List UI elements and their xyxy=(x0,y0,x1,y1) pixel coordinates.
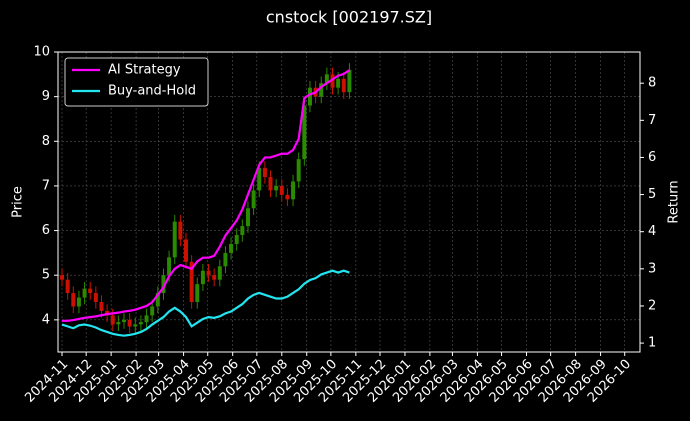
candle-body xyxy=(240,226,245,236)
series-line xyxy=(61,269,350,337)
y2-axis-label: Return xyxy=(667,180,682,223)
candle-body xyxy=(93,293,98,302)
y-tick-label: 9 xyxy=(42,89,50,104)
candle-body xyxy=(307,87,312,106)
candle-body xyxy=(262,168,267,177)
candle-body xyxy=(82,288,87,298)
candle-body xyxy=(60,275,65,280)
y-tick-label: 6 xyxy=(42,223,50,238)
candle-body xyxy=(330,74,335,88)
candle-body xyxy=(110,315,115,325)
candle-body xyxy=(217,266,222,280)
candle-body xyxy=(161,275,166,294)
candle-body xyxy=(189,261,194,302)
y-tick-label: 5 xyxy=(42,268,50,283)
series-line xyxy=(62,69,351,322)
candle-body xyxy=(279,185,284,195)
candle-body xyxy=(223,252,228,267)
candle-body xyxy=(274,185,279,191)
candle-body xyxy=(302,105,307,160)
candle-body xyxy=(127,319,132,327)
y-tick-label: 10 xyxy=(33,45,50,60)
candle-body xyxy=(122,319,127,323)
candle-body xyxy=(172,221,177,258)
candle-body xyxy=(65,279,70,294)
candle-body xyxy=(324,74,329,84)
candle-body xyxy=(212,275,217,280)
candle-body xyxy=(347,69,352,93)
candle-body xyxy=(245,208,250,227)
legend-label: AI Strategy xyxy=(108,63,181,78)
candle-body xyxy=(178,221,183,240)
candle-body xyxy=(291,181,296,200)
candle-body xyxy=(285,194,290,200)
plot-frame xyxy=(57,51,641,353)
y2-tick-label: 8 xyxy=(648,76,656,91)
chart-title: cnstock [002197.SZ] xyxy=(266,8,432,27)
y2-tick-label: 1 xyxy=(648,336,656,351)
candle-body xyxy=(251,190,256,209)
y2-tick-label: 4 xyxy=(648,224,656,239)
candle-body xyxy=(296,159,301,182)
candle-body xyxy=(76,297,81,307)
candle-body xyxy=(183,239,188,262)
candle-body xyxy=(234,235,239,244)
y-axis-label: Price xyxy=(11,186,26,218)
candle-body xyxy=(336,78,341,88)
candle-body xyxy=(71,293,76,307)
candle-body xyxy=(341,78,346,93)
y2-tick-label: 6 xyxy=(648,150,656,165)
candle-body xyxy=(257,168,262,191)
legend-box xyxy=(64,57,209,107)
legend-label: Buy-and-Hold xyxy=(108,84,196,99)
y-tick-label: 4 xyxy=(42,312,50,327)
candle-body xyxy=(206,270,211,276)
candle-body xyxy=(133,324,138,327)
candle-body xyxy=(150,306,155,316)
y2-tick-label: 3 xyxy=(648,261,656,276)
candle-body xyxy=(138,322,143,325)
candle-body xyxy=(99,302,104,311)
candle-body xyxy=(144,315,149,323)
candle-body xyxy=(116,322,121,325)
candle-body xyxy=(229,243,234,253)
candle-body xyxy=(155,293,160,307)
y2-tick-label: 2 xyxy=(648,298,656,313)
candle-body xyxy=(88,288,93,294)
candle-body xyxy=(167,257,172,276)
y2-tick-label: 7 xyxy=(648,113,656,128)
y2-tick-label: 5 xyxy=(648,187,656,202)
y-tick-label: 8 xyxy=(42,134,50,149)
candle-body xyxy=(195,284,200,302)
candle-body xyxy=(319,83,324,97)
candle-body xyxy=(200,270,205,285)
candle-body xyxy=(268,177,273,191)
y-tick-label: 7 xyxy=(42,178,50,193)
